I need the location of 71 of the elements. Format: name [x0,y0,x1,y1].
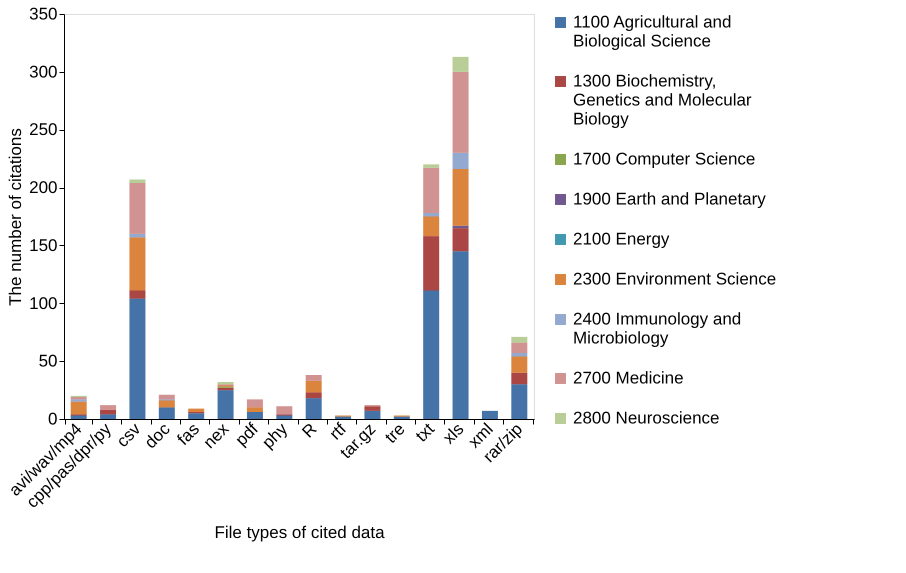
bar [452,228,469,252]
bar [511,336,528,343]
x-tick-label: R [298,419,321,442]
bar [188,413,204,419]
bar [423,216,440,236]
bar [218,390,234,419]
y-tick-label: 250 [29,120,58,140]
bar [276,406,292,414]
bar [306,392,322,398]
bar [482,410,498,419]
bar [423,290,440,419]
legend-label: 1700 Computer Science [573,150,756,168]
bar [246,407,263,412]
bar [100,410,116,414]
bar [306,380,322,392]
bar [218,382,234,384]
bar [452,251,469,419]
legend-label: 2100 Energy [573,230,670,248]
bar [511,372,528,384]
bar [70,402,87,414]
bar [188,408,204,412]
y-tick-label: 50 [38,352,58,371]
bar [246,412,263,419]
y-tick-label: 0 [48,410,58,428]
bar [452,56,469,72]
bar [129,290,146,299]
bar [246,399,263,408]
legend-label: 2300 Environment Science [573,270,776,288]
bar [452,152,469,170]
bar [100,405,116,410]
bar [364,406,380,411]
y-axis-title: The number of citations [6,128,26,306]
x-tick-label: txt [412,419,438,446]
bar [158,394,175,400]
bar [452,72,469,153]
bar [511,353,528,357]
bar [70,416,87,419]
y-tick-label: 300 [29,62,58,82]
bar [306,398,322,419]
x-tick-label: xls [439,419,468,448]
bar [129,298,146,419]
bar [158,407,175,419]
bar [423,168,440,214]
bar [158,400,175,408]
legend-label: 1900 Earth and Planetary [573,190,766,208]
legend-label: 1100 Agricultural and Biological Science [573,12,732,50]
bar [452,169,469,226]
bar [511,384,528,419]
legend-label: 1300 Biochemistry, Genetics and Molecular Biology [573,72,752,128]
y-tick-label: 350 [29,4,58,24]
bar [364,410,380,419]
x-tick-label: tre [381,419,409,447]
legend-label: 2700 Medicine [573,368,684,388]
bar [423,164,440,168]
bar [129,234,146,238]
bar [129,179,146,183]
bar [511,356,528,373]
y-tick-label: 100 [29,294,58,313]
legend-label: 2400 Immunology and Microbiology [573,310,742,348]
bar [423,236,440,291]
bar [129,237,146,291]
y-tick-label: 150 [29,236,58,255]
bar [511,342,528,354]
bar [276,416,292,419]
bar [100,414,116,419]
legend-label: 2800 Neuroscience [573,408,720,428]
x-axis-title: File types of cited data [214,523,386,542]
y-tick-label: 200 [29,178,58,198]
bar [129,182,146,234]
bar [423,213,440,216]
bar [306,375,322,381]
